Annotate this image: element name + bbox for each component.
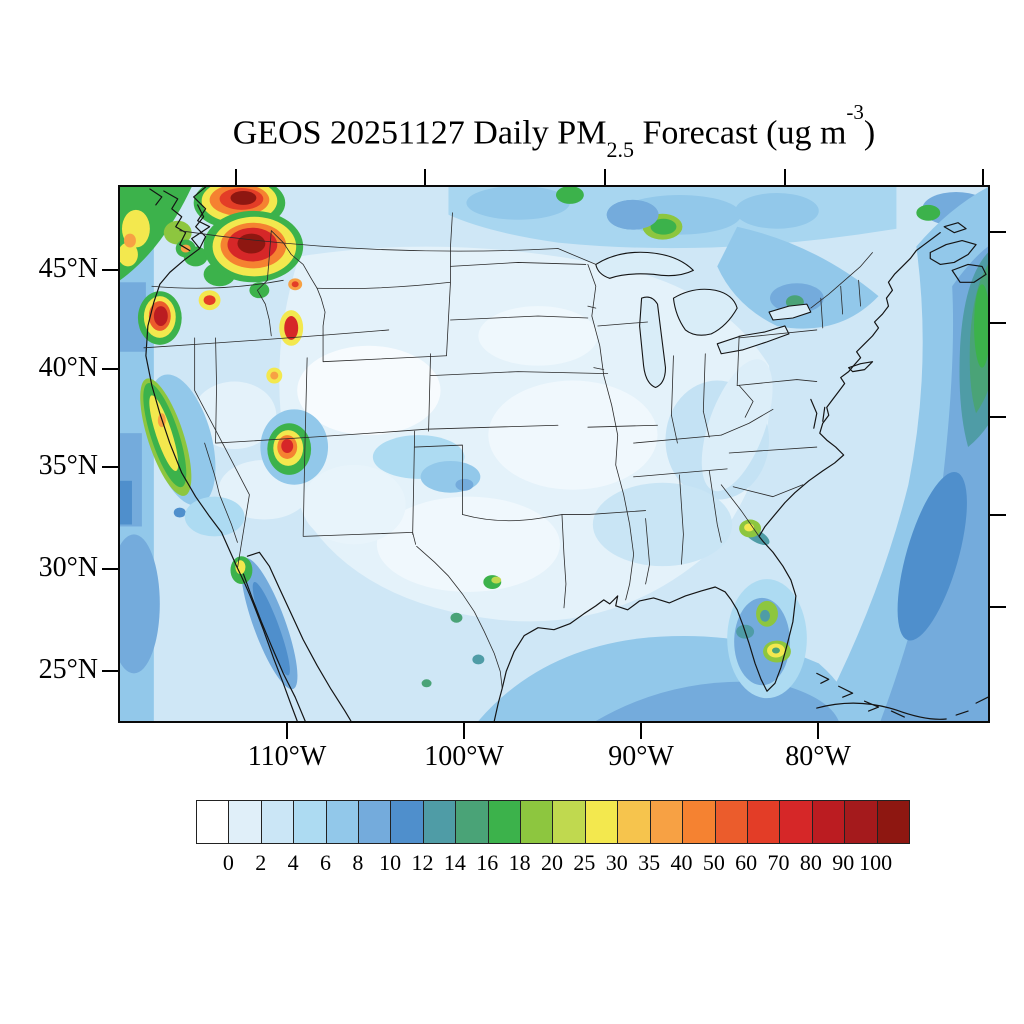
state-borders [143, 212, 873, 689]
colorbar-tick-label: 16 [476, 850, 499, 875]
colorbar-cell [488, 801, 522, 843]
x-tick-label: 90°W [608, 741, 674, 772]
y-axis-tick [102, 670, 118, 672]
title-prefix: GEOS 20251127 Daily PM [232, 114, 607, 152]
colorbar-tick-label: 8 [352, 850, 364, 875]
contour-map-svg [120, 187, 988, 721]
colorbar-cell [780, 801, 813, 843]
y-axis-tick [102, 368, 118, 370]
y-axis-tick-right [990, 231, 1006, 233]
colorbar-tick-label: 14 [443, 850, 466, 875]
colorbar-tick-label: 90 [832, 850, 855, 875]
colorbar-cell [423, 801, 457, 843]
y-tick-label: 30°N [38, 552, 98, 583]
x-axis-tick [817, 723, 819, 739]
colorbar-cell [359, 801, 392, 843]
title-suffix: ) [863, 114, 876, 152]
x-axis-tick-top [982, 169, 984, 185]
x-axis-tick-top [424, 169, 426, 185]
colorbar-tick-label: 80 [799, 850, 822, 875]
x-tick-label: 100°W [424, 741, 504, 772]
y-tick-label: 25°N [38, 654, 98, 685]
colorbar-cell [747, 801, 781, 843]
colorbar-cell [391, 801, 424, 843]
colorbar-cell [812, 801, 846, 843]
colorbar-tick-label: 10 [379, 850, 402, 875]
colorbar-cell [197, 801, 230, 843]
y-tick-label: 35°N [38, 450, 98, 481]
colorbar-cell [585, 801, 619, 843]
contour-field [120, 187, 988, 721]
title-mid: Forecast (ug m [633, 114, 847, 152]
colorbar-tick-label: 70 [767, 850, 790, 875]
colorbar-tick-label: 25 [573, 850, 596, 875]
title-superscript: -3 [846, 100, 864, 124]
colorbar-tick-label: 12 [411, 850, 434, 875]
y-axis-tick [102, 466, 118, 468]
map-plot [118, 185, 990, 723]
x-axis-tick-top [235, 169, 237, 185]
x-axis-tick-top [784, 169, 786, 185]
colorbar-cell [456, 801, 489, 843]
colorbar-tick-label: 2 [255, 850, 267, 875]
x-tick-label: 110°W [247, 741, 327, 772]
y-axis-tick-right [990, 322, 1006, 324]
colorbar-tick-label: 60 [735, 850, 758, 875]
x-axis-tick-top [604, 169, 606, 185]
colorbar-tick-label: 100 [859, 850, 893, 875]
colorbar-tick-label: 50 [702, 850, 725, 875]
x-tick-label: 80°W [785, 741, 851, 772]
colorbar-tick-label: 30 [605, 850, 628, 875]
colorbar-cell [715, 801, 748, 843]
x-axis-tick [640, 723, 642, 739]
figure-title: GEOS 20251127 Daily PM2.5 Forecast (ug m… [0, 100, 1024, 162]
great-lakes [595, 251, 812, 389]
colorbar-cell [294, 801, 327, 843]
colorbar-tick-label: 18 [508, 850, 531, 875]
colorbar-tick-label: 40 [670, 850, 693, 875]
colorbar-cell [683, 801, 716, 843]
colorbar-tick-label: 0 [222, 850, 234, 875]
colorbar-cell [877, 801, 909, 843]
y-axis-tick-right [990, 606, 1006, 608]
colorbar-cell [326, 801, 360, 843]
y-tick-label: 40°N [38, 352, 98, 383]
coastline [145, 187, 988, 721]
colorbar-cell [229, 801, 262, 843]
colorbar-cell [553, 801, 586, 843]
x-axis-tick [286, 723, 288, 739]
y-axis-tick [102, 269, 118, 271]
y-axis-tick-right [990, 416, 1006, 418]
colorbar-cell [650, 801, 684, 843]
colorbar-cell [261, 801, 295, 843]
colorbar-tick-label: 4 [287, 850, 299, 875]
title-subscript: 2.5 [606, 137, 634, 163]
x-axis-tick [463, 723, 465, 739]
colorbar [196, 800, 910, 844]
colorbar-cell [521, 801, 554, 843]
colorbar-cell [618, 801, 651, 843]
colorbar-cell [845, 801, 878, 843]
colorbar-tick-label: 6 [319, 850, 331, 875]
colorbar-tick-label: 35 [638, 850, 661, 875]
colorbar-tick-label: 20 [541, 850, 563, 875]
y-tick-label: 45°N [38, 253, 98, 284]
y-axis-tick-right [990, 514, 1006, 516]
y-axis-tick [102, 568, 118, 570]
